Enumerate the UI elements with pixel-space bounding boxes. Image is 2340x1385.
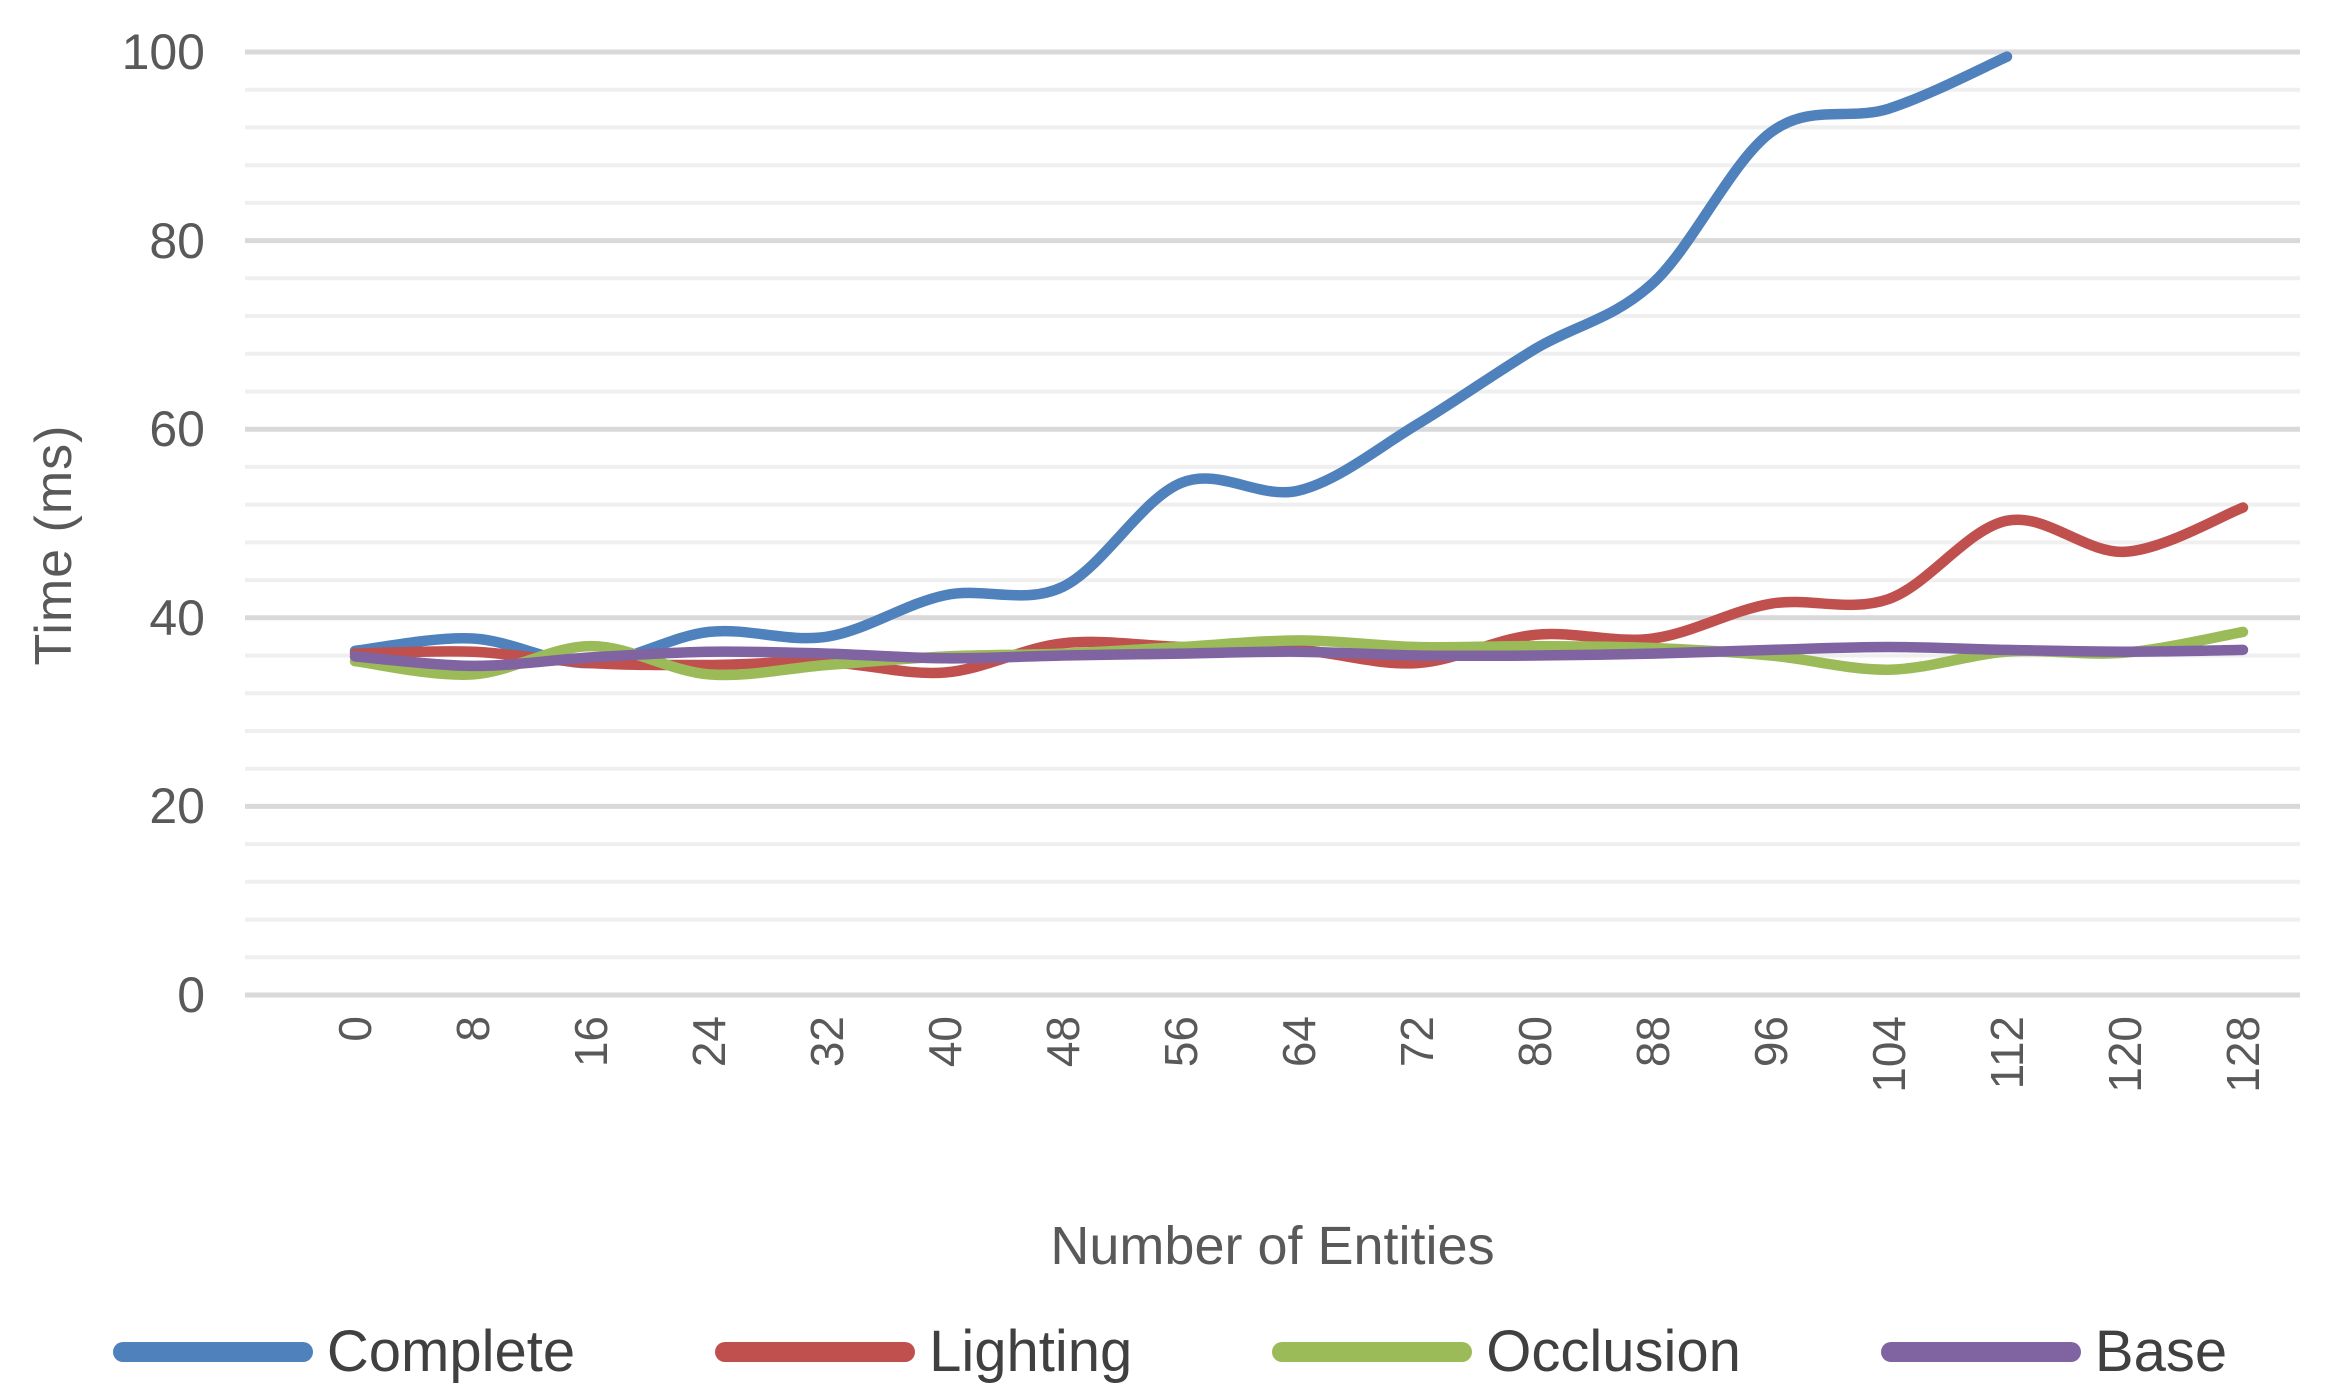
series-line-occlusion — [349, 626, 2249, 681]
legend-label: Lighting — [929, 1319, 1133, 1384]
legend-swatch-occlusion — [1272, 1341, 1473, 1362]
legend-swatch-base — [1880, 1341, 2081, 1362]
legend-item-occlusion: Occlusion — [1272, 1318, 1741, 1385]
series-line-complete — [349, 51, 2013, 669]
legend-item-base: Base — [1880, 1318, 2228, 1385]
legend-swatch-complete — [112, 1341, 313, 1362]
legend-item-lighting: Lighting — [715, 1318, 1132, 1385]
x-axis-title: Number of Entities — [1050, 1216, 1495, 1276]
legend-swatch-lighting — [715, 1341, 916, 1362]
y-tick-label: 100 — [121, 24, 205, 80]
y-tick-label: 60 — [149, 401, 205, 458]
legend: Complete Lighting Occlusion Base — [0, 1318, 2340, 1385]
legend-label: Complete — [326, 1319, 576, 1384]
legend-label: Occlusion — [1486, 1319, 1741, 1384]
series-line-base — [349, 641, 2249, 672]
legend-item-complete: Complete — [112, 1318, 576, 1385]
y-tick-label: 80 — [149, 212, 205, 269]
y-tick-label: 40 — [149, 589, 205, 646]
y-tick-label: 0 — [177, 967, 205, 1023]
y-tick-label: 20 — [149, 778, 205, 835]
legend-label: Base — [2094, 1319, 2228, 1384]
